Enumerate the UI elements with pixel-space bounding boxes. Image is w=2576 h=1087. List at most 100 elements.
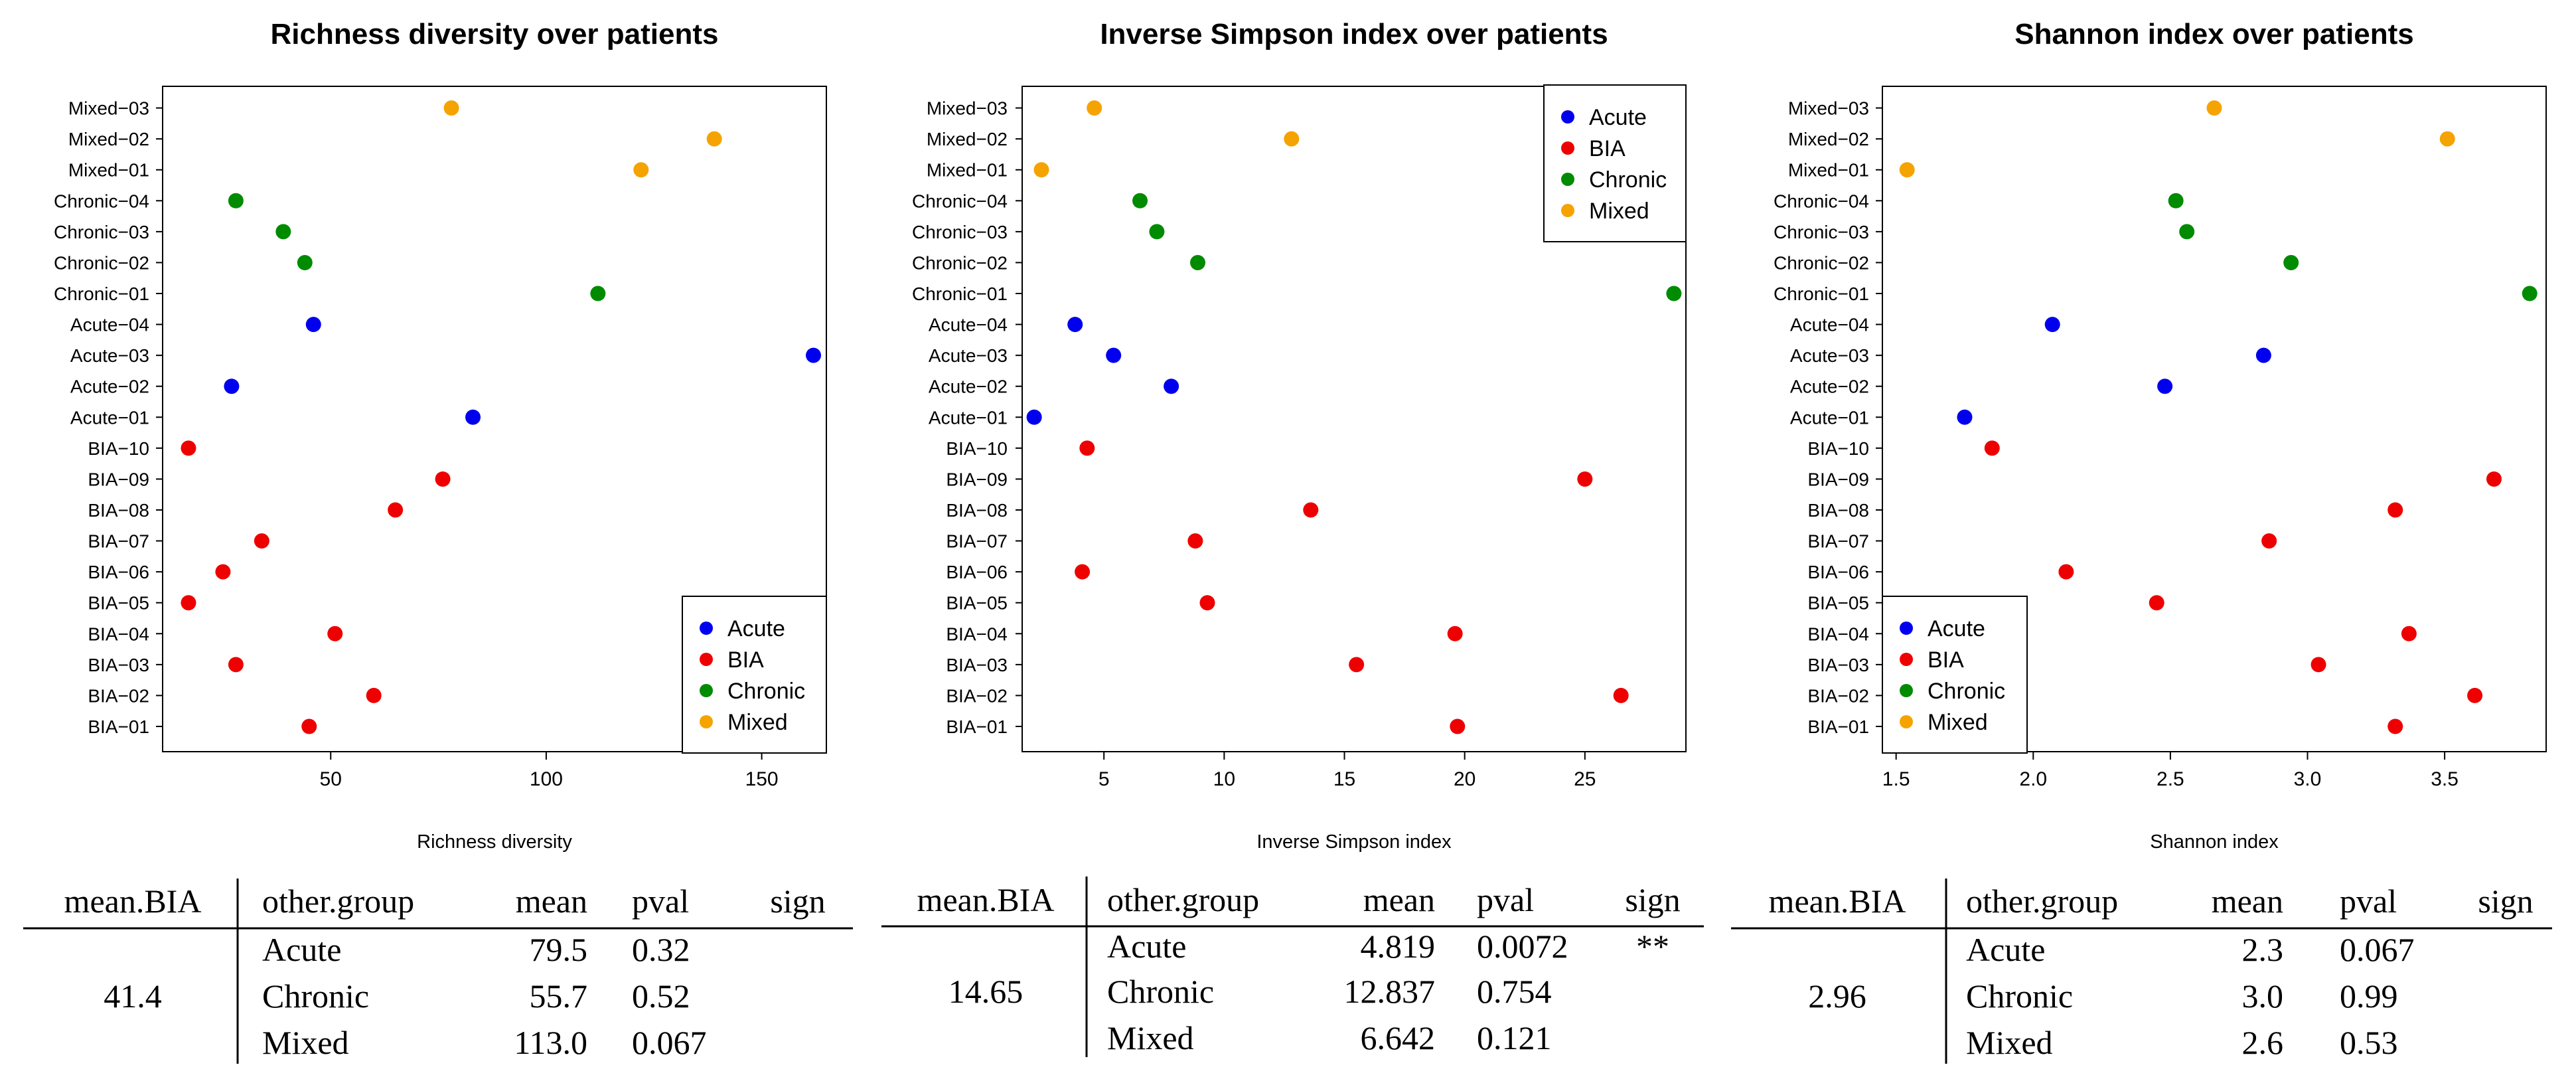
y-tick-label: Mixed−02 bbox=[68, 129, 149, 149]
y-tick-label: BIA−01 bbox=[88, 716, 149, 737]
data-point bbox=[1666, 286, 1682, 301]
table-cell-group: Chronic bbox=[1107, 973, 1214, 1010]
table-cell-mean: 2.6 bbox=[2242, 1024, 2284, 1061]
y-tick-label: Chronic−03 bbox=[1774, 222, 1869, 242]
y-tick-label: Acute−02 bbox=[929, 376, 1008, 397]
y-tick-label: Acute−03 bbox=[70, 345, 149, 366]
y-tick-label: Acute−04 bbox=[70, 315, 149, 335]
table-cell-pval: 0.067 bbox=[632, 1024, 707, 1061]
data-point bbox=[228, 193, 244, 209]
data-point bbox=[228, 657, 244, 673]
table-cell-group: Chronic bbox=[1966, 977, 2073, 1015]
y-tick-label: Chronic−02 bbox=[912, 252, 1008, 273]
data-point bbox=[181, 595, 196, 611]
table-header-mean: mean bbox=[1363, 881, 1435, 918]
data-point bbox=[2387, 718, 2403, 734]
y-tick-label: Acute−01 bbox=[1790, 407, 1869, 428]
data-point bbox=[806, 347, 822, 363]
y-tick-label: BIA−09 bbox=[946, 469, 1008, 489]
x-tick-label: 150 bbox=[745, 768, 779, 790]
data-point bbox=[327, 626, 343, 641]
y-tick-label: Chronic−01 bbox=[54, 284, 149, 304]
y-tick-label: Mixed−01 bbox=[68, 160, 149, 181]
y-tick-label: BIA−03 bbox=[1807, 655, 1869, 675]
y-tick-label: Mixed−03 bbox=[68, 98, 149, 119]
legend-label: Mixed bbox=[1589, 199, 1649, 224]
y-tick-label: BIA−06 bbox=[88, 562, 149, 582]
x-tick-label: 10 bbox=[1213, 768, 1235, 790]
y-tick-label: BIA−07 bbox=[946, 531, 1008, 552]
data-point bbox=[2522, 286, 2538, 301]
data-point bbox=[1450, 718, 1466, 734]
y-tick-label: BIA−06 bbox=[946, 562, 1008, 582]
y-tick-label: Chronic−04 bbox=[54, 191, 149, 211]
y-tick-label: Acute−03 bbox=[929, 345, 1008, 366]
table-mean-bia-value: 2.96 bbox=[1808, 977, 1866, 1015]
x-axis-label: Inverse Simpson index bbox=[1256, 831, 1452, 853]
y-tick-label: Mixed−02 bbox=[1788, 129, 1869, 149]
data-point bbox=[2387, 502, 2403, 518]
table-header-other-group: other.group bbox=[262, 882, 414, 920]
y-tick-label: BIA−01 bbox=[946, 716, 1008, 737]
y-tick-label: Mixed−02 bbox=[927, 129, 1008, 149]
data-point bbox=[1187, 533, 1203, 549]
y-tick-label: BIA−09 bbox=[88, 469, 149, 489]
data-point bbox=[1079, 440, 1095, 456]
data-point bbox=[2255, 347, 2271, 363]
table-header-pval: pval bbox=[2340, 882, 2397, 920]
y-tick-label: Chronic−02 bbox=[1774, 252, 1869, 273]
table-cell-group: Mixed bbox=[1107, 1019, 1194, 1056]
y-tick-label: Chronic−02 bbox=[54, 252, 149, 273]
x-axis-label: Shannon index bbox=[2150, 831, 2279, 853]
table-cell-mean: 79.5 bbox=[530, 931, 588, 968]
legend-marker bbox=[1561, 173, 1574, 186]
data-point bbox=[2467, 687, 2483, 703]
data-point bbox=[2044, 317, 2060, 333]
y-tick-label: BIA−09 bbox=[1807, 469, 1869, 489]
legend-marker bbox=[1561, 110, 1574, 124]
legend-label: Acute bbox=[1928, 616, 1985, 641]
table-cell-group: Acute bbox=[262, 931, 341, 968]
data-point bbox=[633, 162, 649, 178]
data-point bbox=[1033, 162, 1049, 178]
legend-marker bbox=[700, 684, 713, 697]
y-tick-label: Chronic−04 bbox=[1774, 191, 1869, 211]
data-point bbox=[2179, 224, 2195, 240]
legend-marker bbox=[700, 622, 713, 635]
table-cell-pval: 0.754 bbox=[1477, 973, 1552, 1010]
y-tick-label: BIA−10 bbox=[88, 438, 149, 459]
y-tick-label: BIA−04 bbox=[946, 624, 1008, 644]
data-point bbox=[1957, 409, 1973, 425]
data-point bbox=[435, 471, 451, 487]
data-point bbox=[1349, 657, 1365, 673]
table-header-mean-bia: mean.BIA bbox=[917, 881, 1055, 918]
table-header-mean: mean bbox=[516, 882, 587, 920]
table-cell-group: Acute bbox=[1966, 931, 2045, 968]
y-tick-label: BIA−03 bbox=[88, 655, 149, 675]
plot-area bbox=[1022, 86, 1687, 752]
table-header-mean-bia: mean.BIA bbox=[64, 882, 202, 920]
data-point bbox=[706, 131, 722, 147]
y-tick-label: Chronic−01 bbox=[912, 284, 1008, 304]
y-tick-label: Acute−02 bbox=[70, 376, 149, 397]
data-point bbox=[2168, 193, 2184, 209]
data-point bbox=[2149, 595, 2164, 611]
table-header-other-group: other.group bbox=[1966, 882, 2118, 920]
data-point bbox=[305, 317, 321, 333]
x-tick-label: 20 bbox=[1454, 768, 1476, 790]
data-point bbox=[254, 533, 269, 549]
legend-label: BIA bbox=[727, 647, 764, 673]
legend-marker bbox=[1900, 715, 1913, 728]
data-point bbox=[1577, 471, 1593, 487]
x-axis-label: Richness diversity bbox=[417, 831, 572, 853]
data-point bbox=[1067, 317, 1083, 333]
table-cell-mean: 55.7 bbox=[530, 977, 588, 1015]
legend-marker bbox=[1561, 141, 1574, 155]
table-header-sign: sign bbox=[1625, 881, 1680, 918]
y-tick-label: BIA−08 bbox=[946, 500, 1008, 521]
y-tick-label: Mixed−01 bbox=[1788, 160, 1869, 181]
data-point bbox=[388, 502, 404, 518]
chart-title: Shannon index over patients bbox=[2014, 18, 2413, 50]
data-point bbox=[1106, 347, 1122, 363]
